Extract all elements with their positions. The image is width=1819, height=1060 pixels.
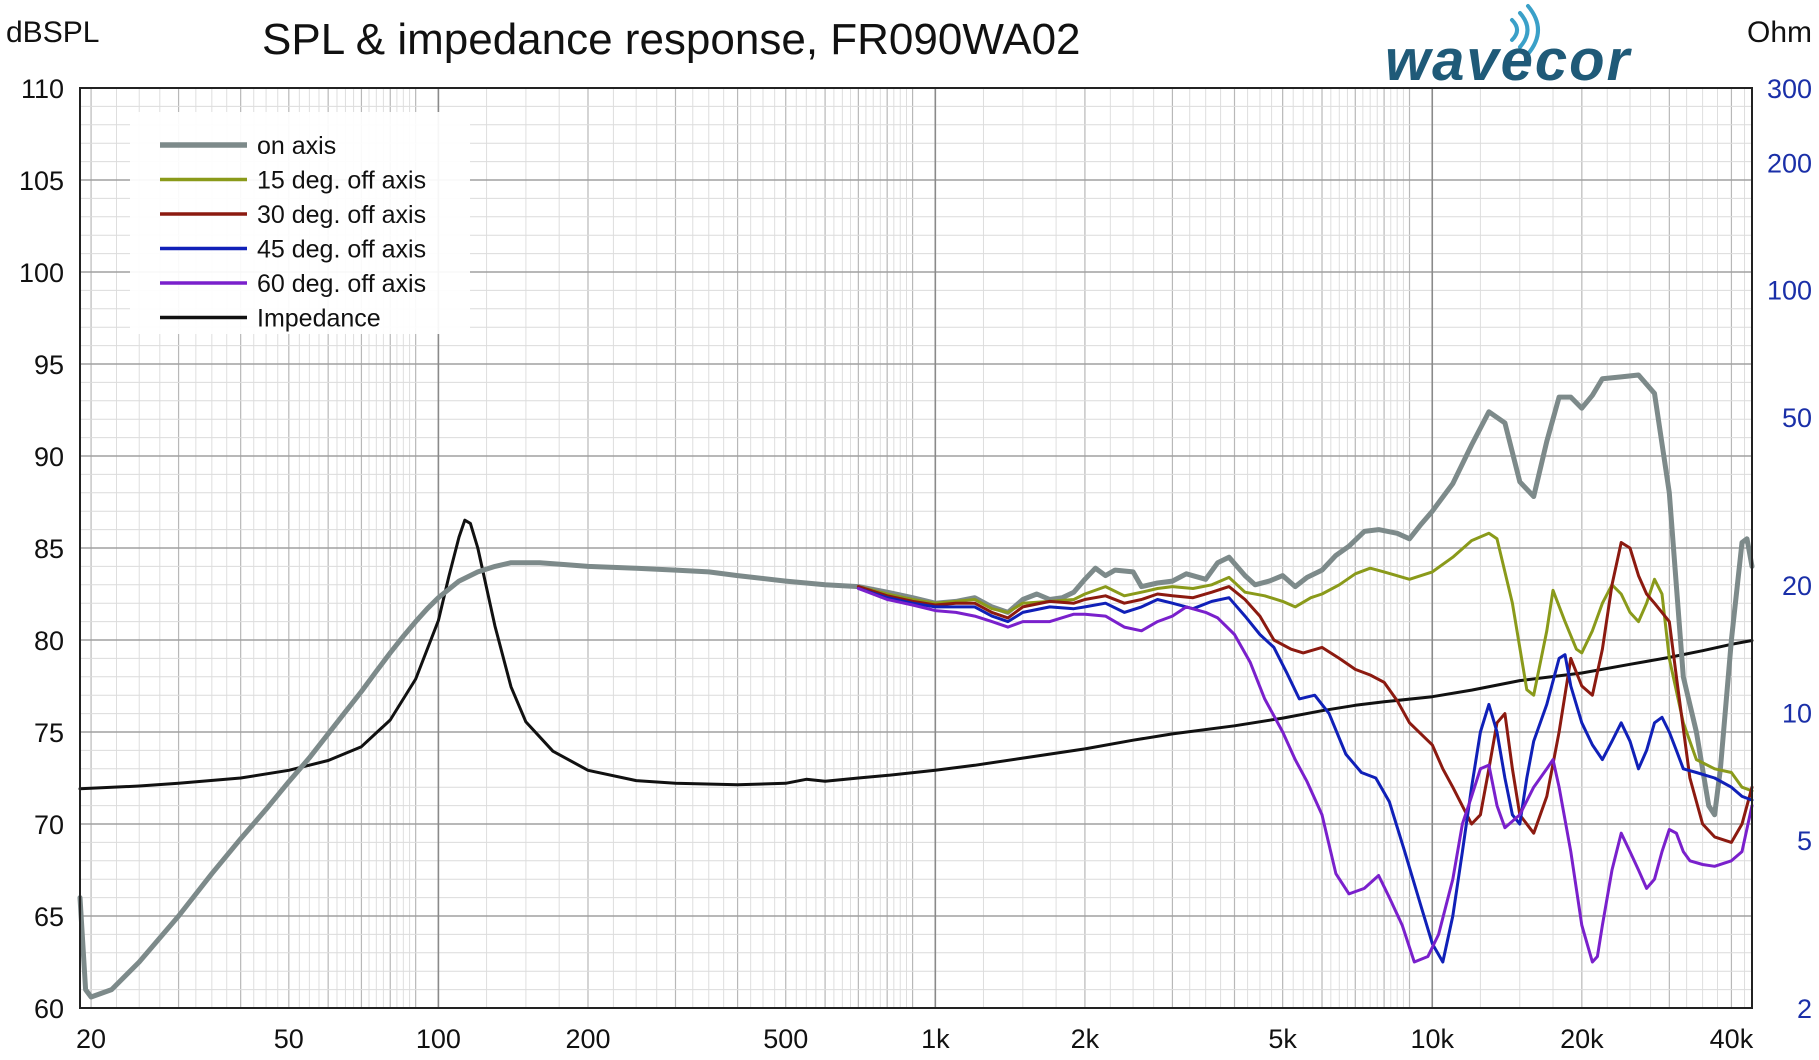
y-left-tick-label: 100 (19, 258, 64, 288)
legend-background (130, 112, 470, 334)
series-line-on-axis (77, 372, 1755, 1000)
y-left-tick-label: 80 (34, 626, 64, 656)
legend-label: 45 deg. off axis (257, 236, 426, 264)
y-right-unit-label: Ohm (1747, 16, 1812, 49)
y-left-tick-label: 75 (34, 718, 64, 748)
y-right-axis-ticks: 300 200 100 50 20 10 5 2 (1767, 74, 1812, 1024)
y-left-unit-label: dBSPL (6, 16, 99, 49)
x-tick-label: 100 (416, 1024, 461, 1054)
x-tick-label: 20 (76, 1024, 106, 1054)
x-tick-label: 500 (763, 1024, 808, 1054)
y-left-tick-label: 105 (19, 166, 64, 196)
x-tick-label: 5k (1268, 1024, 1297, 1054)
wavecor-logo: wavecor (1385, 4, 1633, 93)
x-tick-label: 20k (1560, 1024, 1604, 1054)
x-tick-label: 200 (565, 1024, 610, 1054)
y-right-tick-label: 5 (1797, 826, 1812, 856)
y-left-tick-label: 90 (34, 442, 64, 472)
legend-label: 30 deg. off axis (257, 201, 426, 229)
y-right-tick-label: 50 (1782, 403, 1812, 433)
y-right-tick-label: 200 (1767, 148, 1812, 178)
series-lines (77, 372, 1755, 1000)
y-left-axis-ticks: 110 105 100 95 90 85 80 75 70 65 60 (19, 74, 64, 1024)
y-left-tick-label: 85 (34, 534, 64, 564)
series-line-60-deg-off-axis (856, 587, 1754, 964)
chart-title: SPL & impedance response, FR090WA02 (262, 15, 1081, 64)
x-tick-label: 10k (1410, 1024, 1454, 1054)
series-line-15-deg-off-axis (856, 531, 1754, 793)
logo-text: wavecor (1385, 28, 1633, 93)
wave-icon (1510, 4, 1540, 56)
legend-label: 60 deg. off axis (257, 270, 426, 298)
x-tick-label: 1k (921, 1024, 950, 1054)
series-line-impedance (78, 518, 1754, 791)
x-tick-label: 2k (1071, 1024, 1100, 1054)
plot-frame (79, 87, 1753, 1009)
y-left-tick-label: 60 (34, 994, 64, 1024)
y-left-tick-label: 110 (21, 74, 64, 104)
y-right-tick-label: 10 (1782, 698, 1812, 728)
y-right-tick-label: 2 (1797, 994, 1812, 1024)
y-left-tick-label: 70 (34, 810, 64, 840)
x-tick-label: 40k (1710, 1024, 1754, 1054)
legend-label: on axis (257, 132, 336, 160)
series-line-30-deg-off-axis (856, 541, 1754, 844)
y-right-tick-label: 100 (1767, 276, 1812, 306)
y-right-tick-label: 20 (1782, 571, 1812, 601)
y-left-tick-label: 65 (34, 902, 64, 932)
legend: on axis 15 deg. off axis 30 deg. off axis 4… (130, 112, 470, 334)
y-left-tick-label: 95 (34, 350, 64, 380)
legend-label: 15 deg. off axis (257, 167, 426, 195)
y-right-tick-label: 300 (1767, 74, 1812, 104)
x-tick-label: 50 (274, 1024, 304, 1054)
legend-label: Impedance (257, 305, 381, 333)
series-line-45-deg-off-axis (856, 587, 1754, 964)
x-axis-ticks: 20 50 100 200 500 1k 2k 5k 10k 20k 40k (76, 1024, 1754, 1054)
